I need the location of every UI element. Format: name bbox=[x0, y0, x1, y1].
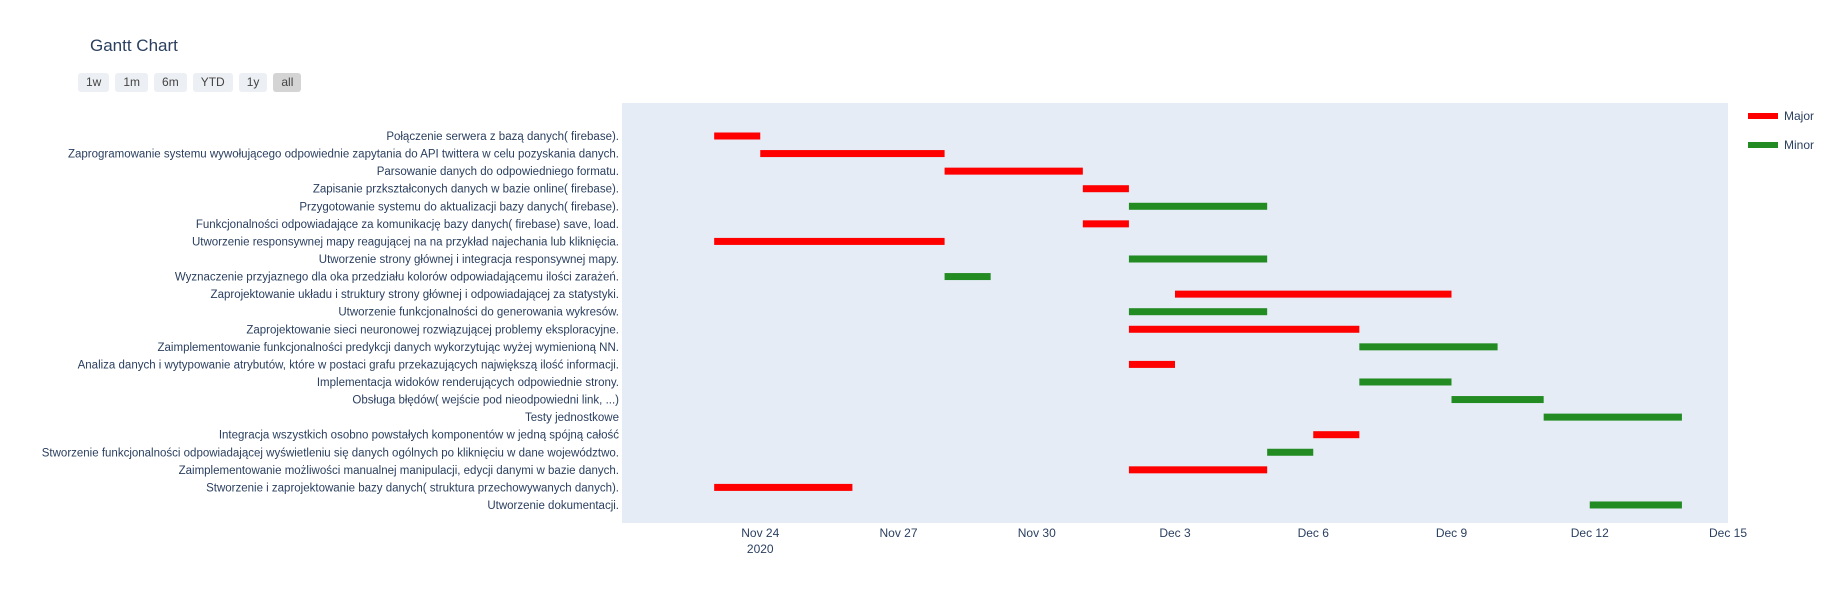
x-tick-label: Dec 15 bbox=[1709, 526, 1747, 540]
task-label: Przygotowanie systemu do aktualizacji ba… bbox=[299, 201, 619, 213]
task-bar-minor[interactable] bbox=[1589, 501, 1682, 509]
chart-title: Gantt Chart bbox=[90, 36, 178, 55]
task-bar-minor[interactable] bbox=[1543, 413, 1682, 421]
legend-swatch-minor[interactable] bbox=[1748, 142, 1778, 148]
task-bar-major[interactable] bbox=[1175, 290, 1452, 298]
task-bar-minor[interactable] bbox=[1128, 202, 1268, 210]
x-tick-label: Nov 24 bbox=[741, 526, 779, 540]
x-tick-label: Dec 6 bbox=[1298, 526, 1330, 540]
task-bar-major[interactable] bbox=[1082, 185, 1129, 193]
task-bar-minor[interactable] bbox=[1359, 343, 1498, 351]
task-label: Integracja wszystkich osobno powstałych … bbox=[219, 430, 619, 442]
task-label: Zapisanie przkształconych danych w bazie… bbox=[313, 184, 619, 196]
task-label: Wyznaczenie przyjaznego dla oka przedzia… bbox=[175, 272, 619, 284]
x-tick-label: Dec 3 bbox=[1159, 526, 1191, 540]
range-button-1m[interactable]: 1m bbox=[115, 73, 149, 92]
range-button-1w[interactable]: 1w bbox=[78, 73, 110, 92]
task-label: Zaprojektowanie układu i struktury stron… bbox=[211, 289, 619, 301]
task-label: Stworzenie funkcjonalności odpowiadające… bbox=[42, 447, 619, 459]
task-label: Analiza danych i wytypowanie atrybutów, … bbox=[78, 359, 619, 371]
task-bar-minor[interactable] bbox=[1267, 448, 1314, 456]
task-bar-major[interactable] bbox=[714, 237, 945, 245]
task-bar-major[interactable] bbox=[1128, 325, 1360, 333]
x-tick-label: Dec 12 bbox=[1571, 526, 1609, 540]
x-axis-ticks: Nov 24 2020 Nov 27 Nov 30 Dec 3 Dec 6 Dec 9 Dec… bbox=[741, 526, 1747, 556]
task-label: Obsługa błędów( wejście pod nieodpowiedn… bbox=[352, 395, 619, 407]
range-button-1y[interactable]: 1y bbox=[238, 73, 268, 92]
task-bar-major[interactable] bbox=[1313, 431, 1360, 439]
task-label: Zaprojektowanie sieci neuronowej rozwiąz… bbox=[246, 324, 619, 336]
task-labels: Połączenie serwera z bazą danych( fireba… bbox=[42, 131, 619, 512]
task-label: Utworzenie dokumentacji. bbox=[487, 500, 619, 512]
task-bars bbox=[714, 132, 1682, 509]
range-selector: 1w 1m 6m YTD 1y all bbox=[78, 73, 302, 92]
task-bar-major[interactable] bbox=[944, 167, 1083, 175]
task-label: Testy jednostkowe bbox=[525, 412, 619, 424]
task-label: Utworzenie responsywnej mapy reagującej … bbox=[192, 236, 619, 248]
task-bar-minor[interactable] bbox=[1128, 308, 1268, 316]
task-bar-major[interactable] bbox=[714, 132, 761, 140]
task-label: Implementacja widoków renderujących odpo… bbox=[317, 377, 619, 389]
task-label: Utworzenie funkcjonalności do generowani… bbox=[338, 307, 619, 319]
legend: Major Minor bbox=[1748, 109, 1814, 152]
x-tick-label: Nov 30 bbox=[1018, 526, 1056, 540]
task-label: Parsowanie danych do odpowiedniego forma… bbox=[377, 166, 619, 178]
x-tick-year-label: 2020 bbox=[747, 542, 774, 556]
task-bar-major[interactable] bbox=[760, 150, 945, 158]
task-bar-minor[interactable] bbox=[1451, 396, 1544, 404]
task-label: Zaimplementowanie funkcjonalności predyk… bbox=[158, 342, 619, 354]
x-tick-label: Dec 9 bbox=[1436, 526, 1468, 540]
task-bar-minor[interactable] bbox=[944, 273, 991, 281]
task-label: Połączenie serwera z bazą danych( fireba… bbox=[386, 131, 619, 143]
task-bar-major[interactable] bbox=[1082, 220, 1129, 228]
range-button-all[interactable]: all bbox=[273, 73, 302, 92]
legend-label-minor[interactable]: Minor bbox=[1784, 138, 1814, 152]
range-button-6m[interactable]: 6m bbox=[154, 73, 187, 92]
task-label: Zaimplementowanie możliwości manualnej m… bbox=[179, 465, 619, 477]
task-bar-major[interactable] bbox=[1128, 466, 1268, 474]
task-bar-minor[interactable] bbox=[1359, 378, 1452, 386]
task-bar-major[interactable] bbox=[714, 483, 853, 491]
task-label: Zaprogramowanie systemu wywołującego odp… bbox=[68, 149, 619, 161]
task-label: Stworzenie i zaprojektowanie bazy danych… bbox=[206, 482, 619, 494]
legend-label-major[interactable]: Major bbox=[1784, 109, 1814, 123]
task-bar-major[interactable] bbox=[1128, 360, 1175, 368]
range-button-ytd[interactable]: YTD bbox=[192, 73, 233, 92]
task-label: Funkcjonalności odpowiadające za komunik… bbox=[196, 219, 619, 231]
task-bar-minor[interactable] bbox=[1128, 255, 1268, 263]
legend-swatch-major[interactable] bbox=[1748, 113, 1778, 119]
task-label: Utworzenie strony głównej i integracja r… bbox=[319, 254, 619, 266]
x-tick-label: Nov 27 bbox=[879, 526, 917, 540]
